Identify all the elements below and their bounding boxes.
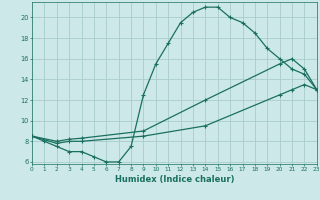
X-axis label: Humidex (Indice chaleur): Humidex (Indice chaleur) [115,175,234,184]
